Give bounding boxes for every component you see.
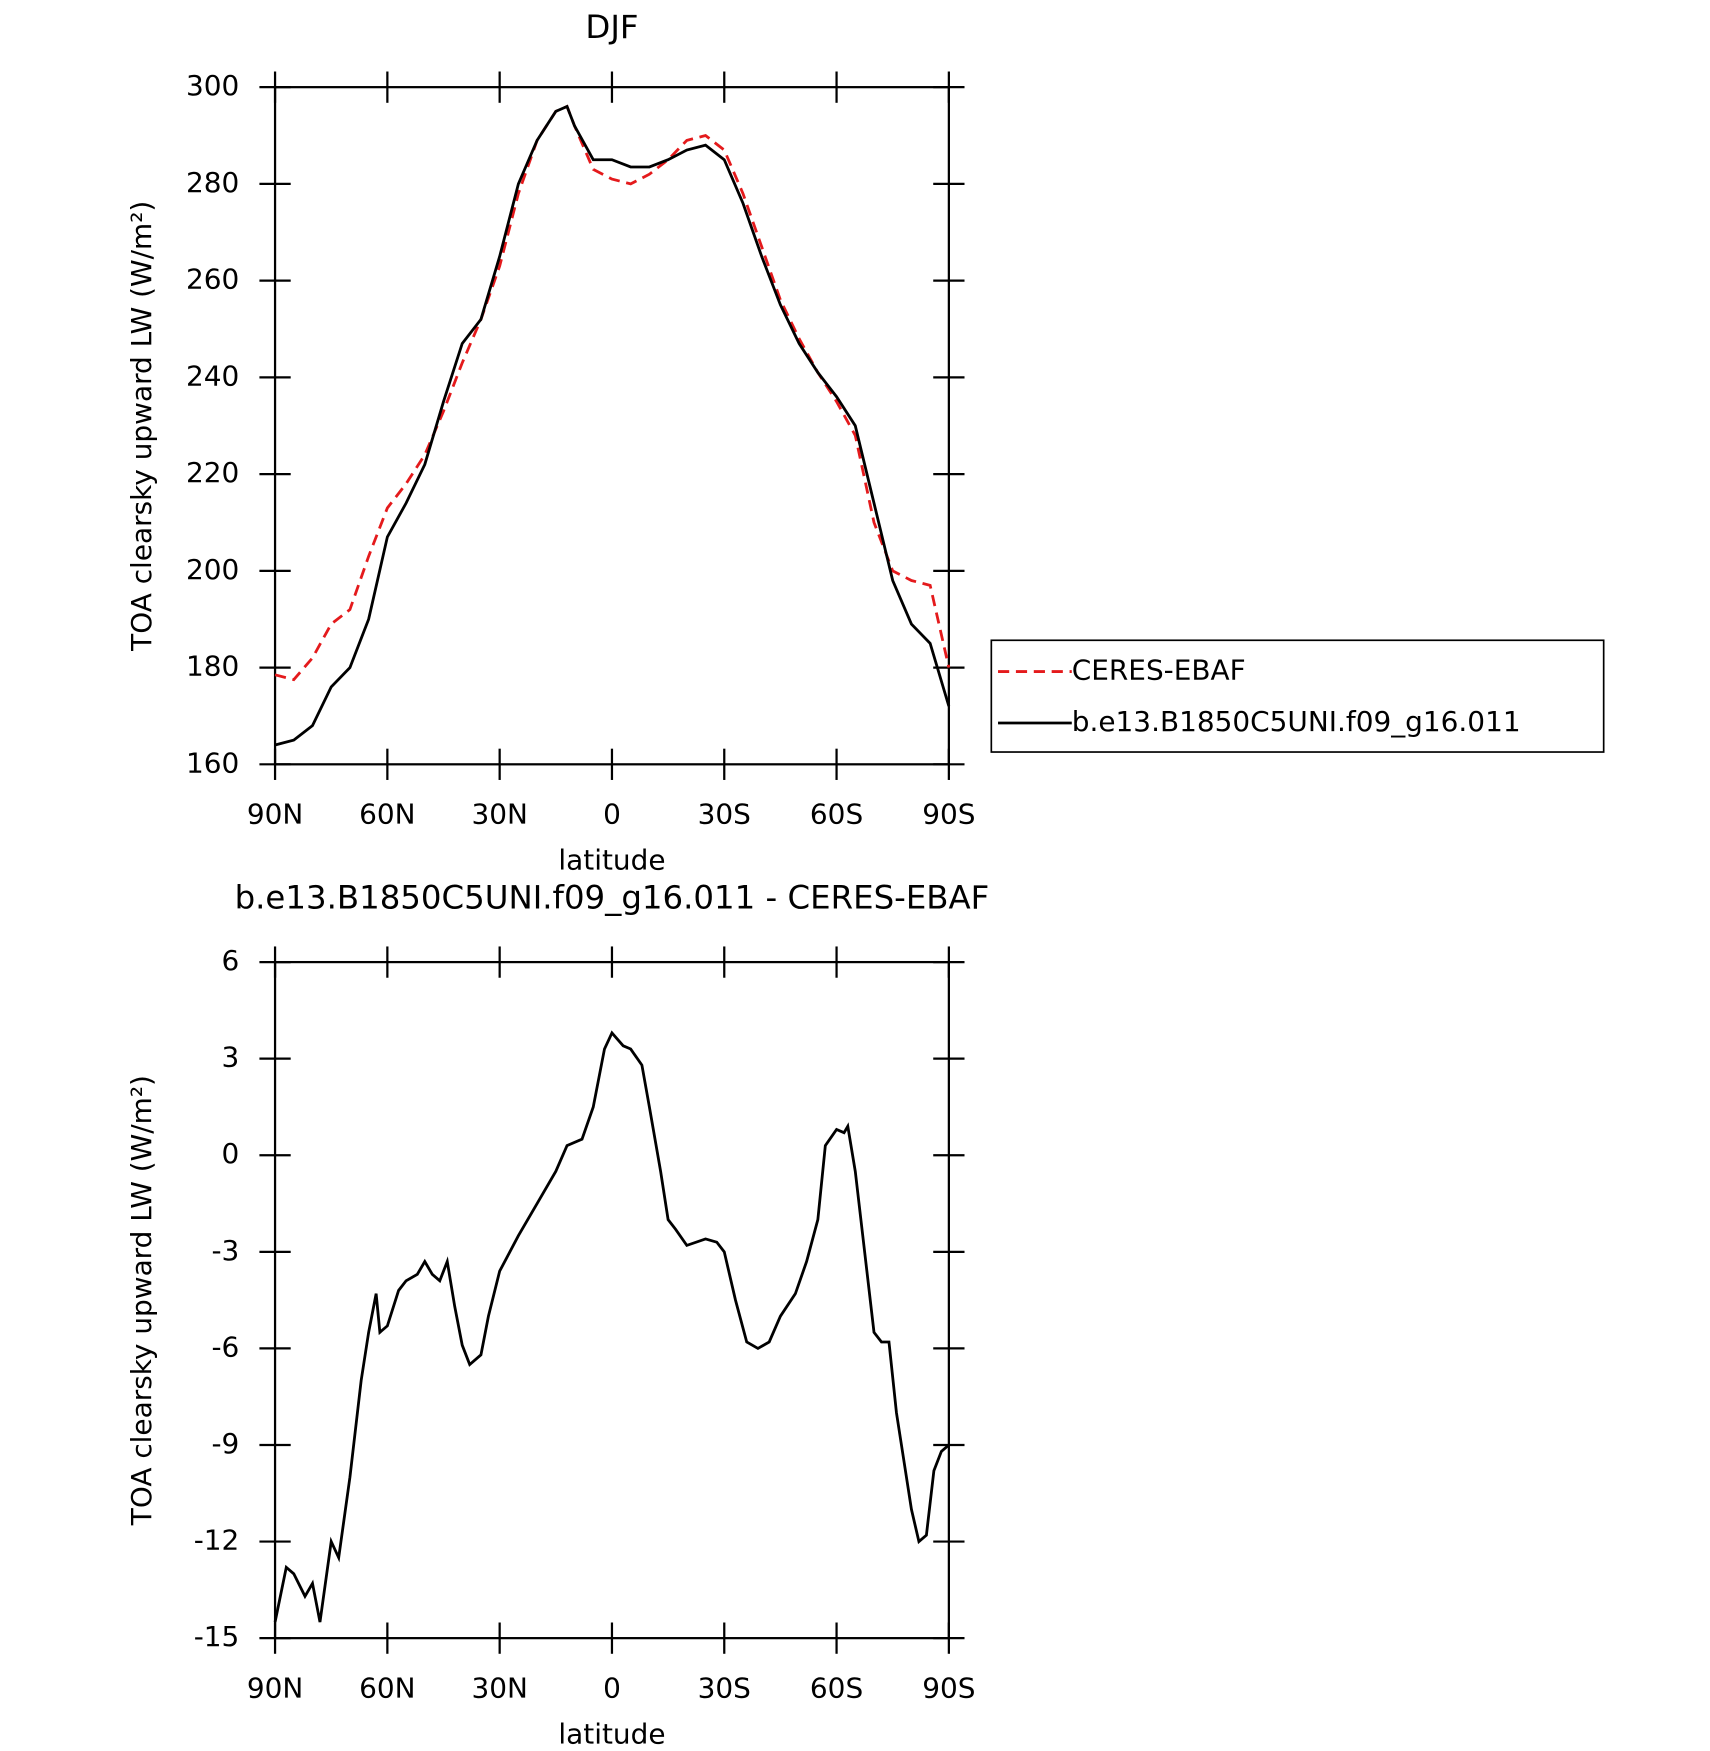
x-tick-label: 60S <box>810 798 863 831</box>
x-tick-label: 60N <box>359 798 415 831</box>
x-axis-label: latitude <box>558 844 665 877</box>
x-tick-label: 0 <box>603 798 621 831</box>
y-tick-label: 160 <box>186 746 239 779</box>
chart: b.e13.B1850C5UNI.f09_g16.011 - CERES-EBA… <box>125 879 989 1751</box>
y-tick-label: 260 <box>186 263 239 296</box>
y-tick-label: 6 <box>222 944 240 977</box>
x-tick-label: 90N <box>247 798 303 831</box>
x-tick-label: 0 <box>603 1672 621 1705</box>
y-tick-label: 280 <box>186 166 239 199</box>
y-tick-label: -9 <box>211 1427 239 1460</box>
plot-frame <box>273 960 950 1640</box>
y-tick-label: 180 <box>186 650 239 683</box>
chart-title: DJF <box>585 8 638 46</box>
y-tick-label: -12 <box>194 1524 240 1557</box>
data-line <box>274 104 951 747</box>
y-tick-label: 0 <box>222 1137 240 1170</box>
x-tick-label: 90S <box>922 1672 975 1705</box>
y-tick-label: -15 <box>194 1620 240 1653</box>
x-tick-label: 60N <box>359 1672 415 1705</box>
y-tick-label: 240 <box>186 359 239 392</box>
y-tick-label: -3 <box>211 1234 239 1267</box>
y-axis-label: TOA clearsky upward LW (W/m²) <box>125 201 158 652</box>
x-tick-label: 30S <box>698 798 751 831</box>
legend-label: b.e13.B1850C5UNI.f09_g16.011 <box>1072 705 1521 738</box>
chart-title: b.e13.B1850C5UNI.f09_g16.011 - CERES-EBA… <box>235 879 990 917</box>
x-tick-label: 90N <box>247 1672 303 1705</box>
data-line <box>274 104 951 682</box>
y-tick-label: 300 <box>186 69 239 102</box>
x-tick-label: 30N <box>471 1672 527 1705</box>
x-tick-label: 60S <box>810 1672 863 1705</box>
legend-label: CERES-EBAF <box>1072 654 1246 687</box>
x-tick-label: 30S <box>698 1672 751 1705</box>
x-axis-label: latitude <box>558 1717 665 1750</box>
x-tick-label: 30N <box>471 798 527 831</box>
y-tick-label: -6 <box>211 1330 239 1363</box>
y-tick-label: 200 <box>186 553 239 586</box>
x-tick-label: 90S <box>922 798 975 831</box>
plot-frame <box>273 86 950 766</box>
data-line <box>273 1030 950 1623</box>
y-tick-label: 220 <box>186 456 239 489</box>
legend-box <box>990 639 1605 753</box>
y-tick-label: 3 <box>222 1041 240 1074</box>
y-axis-label: TOA clearsky upward LW (W/m²) <box>125 1075 158 1526</box>
chart: DJF latitude TOA clearsky upward LW (W/m²)… <box>125 8 1605 877</box>
